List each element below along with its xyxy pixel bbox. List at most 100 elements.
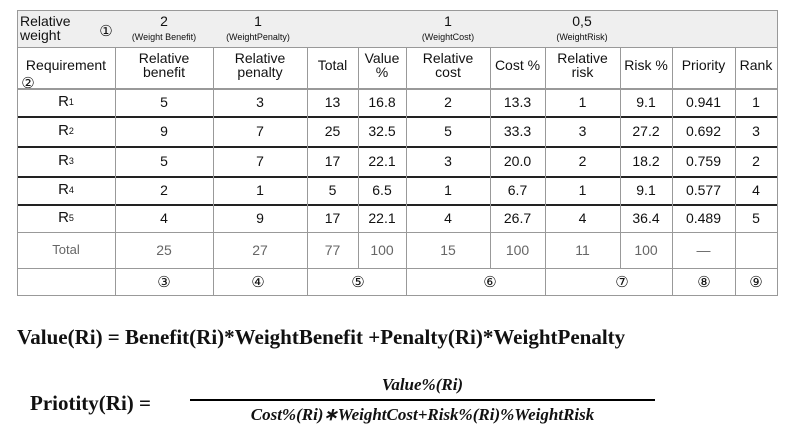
cell: 9.1 <box>636 94 656 110</box>
total-cell: 27 <box>252 242 268 258</box>
requirement-name: R <box>58 209 69 226</box>
cell: 3 <box>752 123 760 139</box>
h-line <box>17 88 777 90</box>
requirement-name: R <box>58 93 69 110</box>
column-header: Total <box>317 56 348 73</box>
total-cell: 15 <box>440 242 456 258</box>
cell: 6.7 <box>507 182 528 198</box>
column-header: Priority <box>681 56 726 73</box>
priority-denominator: Cost%(Ri)∗WeightCost+Risk%(Ri)%WeightRis… <box>250 405 595 424</box>
requirement-index: 2 <box>68 126 74 136</box>
column-header: Risk % <box>624 56 668 73</box>
cell: 36.4 <box>632 210 660 226</box>
cell: 4 <box>578 210 587 226</box>
v-line <box>672 268 673 296</box>
cell: 27.2 <box>632 123 660 139</box>
cell: 1 <box>444 182 452 198</box>
cell: 13 <box>324 94 341 110</box>
column-marker: ⑤ <box>351 273 365 291</box>
weight-value: 1 <box>444 13 452 29</box>
cell: 9.1 <box>636 182 656 198</box>
requirement-name: R <box>58 152 69 169</box>
priority-lhs: Priotity(Ri) = <box>30 391 152 415</box>
cell: 2 <box>160 182 168 198</box>
cell: 4 <box>160 210 168 226</box>
total-cell: 77 <box>324 242 341 258</box>
h-line <box>17 295 777 296</box>
cell: 0.692 <box>685 123 722 139</box>
requirement-index: 3 <box>68 156 74 166</box>
cell: 5 <box>160 153 168 169</box>
v-line <box>735 47 736 268</box>
weight-name: (WeightCost) <box>421 32 475 42</box>
column-marker: ③ <box>157 273 171 291</box>
column-header: Relative benefit <box>138 49 190 80</box>
weight-name: (WeightPenalty) <box>226 32 290 42</box>
cell: 16.8 <box>368 94 396 110</box>
v-line <box>358 47 359 268</box>
h-line <box>17 204 777 206</box>
requirement-index: 1 <box>68 97 74 107</box>
weight-value: 0,5 <box>572 13 592 29</box>
column-header: Requirement <box>25 56 107 73</box>
cell: 22.1 <box>368 153 396 169</box>
cell: 18.2 <box>632 153 660 169</box>
v-line <box>672 47 673 268</box>
cell: 32.5 <box>368 123 396 139</box>
h-line <box>17 268 777 269</box>
cell: 5 <box>752 210 760 226</box>
weight-name: (Weight Benefit) <box>131 32 197 42</box>
cell: 4 <box>444 210 452 226</box>
weight-label: Relative weight <box>20 13 71 43</box>
column-header: Relative penalty <box>234 49 286 80</box>
requirement-name: R <box>58 181 69 198</box>
priority-numerator: Value%(Ri) <box>381 375 464 394</box>
value-formula: Value(Ri) = Benefit(Ri)*WeightBenefit +P… <box>17 325 626 349</box>
weight-value: 1 <box>254 13 262 29</box>
cell: 9 <box>160 123 168 139</box>
v-line <box>406 47 407 268</box>
column-marker: ⑦ <box>615 273 629 291</box>
column-header: Rank <box>739 56 773 73</box>
requirement-index: 4 <box>68 185 74 195</box>
v-line <box>307 268 308 296</box>
h-line <box>17 146 777 148</box>
cell: 1 <box>256 182 264 198</box>
v-line <box>545 47 546 268</box>
cell: 25 <box>324 123 341 139</box>
requirement-name: R <box>58 122 69 139</box>
cell: 4 <box>752 182 760 198</box>
h-line <box>17 232 777 233</box>
cell: 17 <box>324 210 341 226</box>
column-marker: ④ <box>251 273 265 291</box>
column-marker: ⑨ <box>749 273 763 291</box>
cell: 2 <box>444 94 452 110</box>
cell: 0.577 <box>685 182 722 198</box>
cell: 6.5 <box>372 182 392 198</box>
cell: 1 <box>752 94 760 110</box>
cell: 5 <box>160 94 168 110</box>
v-line <box>307 47 308 268</box>
v-line <box>17 10 18 296</box>
cell: 5 <box>328 182 337 198</box>
cell: 7 <box>256 123 264 139</box>
cell: 20.0 <box>503 153 532 169</box>
cell: 17 <box>324 153 341 169</box>
cell: 1 <box>578 182 587 198</box>
v-line <box>545 268 546 296</box>
column-marker: ⑥ <box>483 273 497 291</box>
header-marker: ② <box>21 74 35 92</box>
v-line <box>490 47 491 268</box>
requirement-index: 5 <box>68 213 74 223</box>
h-line <box>17 47 777 48</box>
cell: 3 <box>444 153 452 169</box>
v-line <box>213 47 214 268</box>
cell: 22.1 <box>368 210 396 226</box>
v-line <box>406 268 407 296</box>
h-line <box>17 10 777 11</box>
